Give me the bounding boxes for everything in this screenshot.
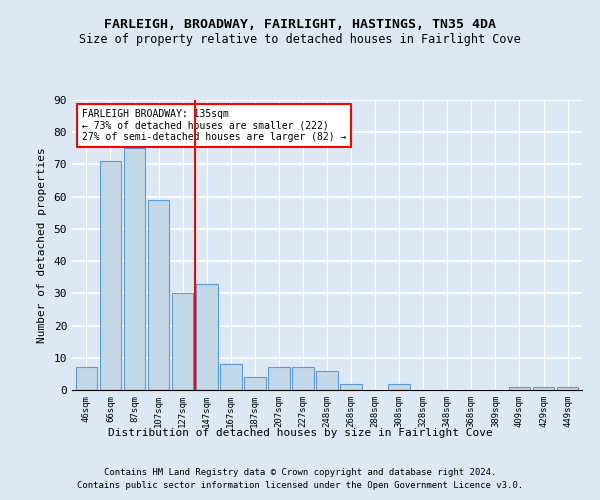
Bar (557, 387, 578, 390)
Text: Contains HM Land Registry data © Crown copyright and database right 2024.: Contains HM Land Registry data © Crown c… (104, 468, 496, 477)
Bar (244, 377, 266, 390)
Bar (533, 387, 554, 390)
Bar (172, 294, 193, 390)
Bar (196, 284, 218, 390)
Text: Contains public sector information licensed under the Open Government Licence v3: Contains public sector information licen… (77, 482, 523, 490)
Bar (509, 387, 530, 390)
Bar (124, 148, 145, 390)
Bar (340, 384, 362, 390)
Text: FARLEIGH, BROADWAY, FAIRLIGHT, HASTINGS, TN35 4DA: FARLEIGH, BROADWAY, FAIRLIGHT, HASTINGS,… (104, 18, 496, 30)
Bar (100, 161, 121, 390)
Bar (388, 384, 410, 390)
Text: Size of property relative to detached houses in Fairlight Cove: Size of property relative to detached ho… (79, 32, 521, 46)
Bar (220, 364, 242, 390)
Bar (76, 368, 97, 390)
Text: FARLEIGH BROADWAY: 135sqm
← 73% of detached houses are smaller (222)
27% of semi: FARLEIGH BROADWAY: 135sqm ← 73% of detac… (82, 108, 347, 142)
Bar (268, 368, 290, 390)
Bar (292, 368, 314, 390)
Bar (148, 200, 169, 390)
Text: Distribution of detached houses by size in Fairlight Cove: Distribution of detached houses by size … (107, 428, 493, 438)
Bar (316, 370, 338, 390)
Y-axis label: Number of detached properties: Number of detached properties (37, 147, 47, 343)
